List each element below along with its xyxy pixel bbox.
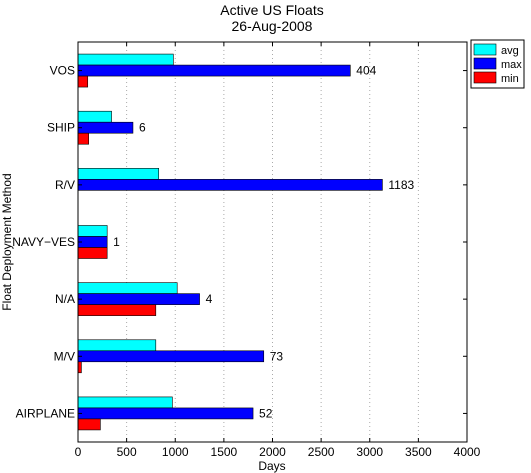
y-tick-label: N/A (55, 292, 75, 306)
legend-swatch-min (473, 71, 497, 84)
legend-swatch-avg (473, 43, 497, 56)
gridlines (126, 42, 419, 442)
bar-annotation: 4 (206, 292, 213, 306)
bar-min (77, 361, 82, 374)
bar-max (77, 293, 200, 305)
bar-annotation: 6 (139, 121, 146, 135)
bar-annotation: 73 (270, 349, 284, 363)
bar-min (77, 418, 101, 431)
legend-label-min: min (501, 73, 519, 85)
x-tick-label: 3500 (405, 445, 432, 459)
bar-avg (77, 110, 112, 123)
x-tick-label: 4000 (454, 445, 481, 459)
y-tick-label: AIRPLANE (16, 406, 75, 420)
legend: avg max min (470, 39, 525, 89)
bar-min (77, 75, 89, 88)
x-axis-ticks: 0 500 1000 1500 2000 2500 3000 3500 4000 (75, 42, 481, 459)
chart-title: Active US Floats 26-Aug-2008 (220, 2, 323, 34)
chart-title-line-2: 26-Aug-2008 (232, 18, 313, 34)
chart-title-line-1: Active US Floats (220, 2, 323, 18)
bar-annotation: 404 (356, 64, 376, 78)
bar-max (77, 407, 254, 420)
bar-max (77, 64, 351, 77)
legend-swatch-max (473, 57, 497, 70)
x-tick-label: 3000 (356, 445, 383, 459)
x-tick-label: 1000 (162, 445, 189, 459)
bar-max (77, 179, 383, 191)
bar-annotation: 1 (113, 235, 120, 249)
x-tick-label: 1500 (211, 445, 238, 459)
bar-annotations: 404 6 1183 1 4 73 52 (113, 64, 414, 421)
y-tick-label: NAVY−VES (12, 235, 75, 249)
bar-annotation: 52 (259, 406, 273, 420)
bar-avg (77, 339, 157, 352)
bar-avg (77, 168, 160, 180)
bar-max (77, 350, 265, 363)
y-tick-label: SHIP (47, 121, 75, 135)
legend-label-avg: avg (501, 45, 519, 57)
y-axis-label: Float Deployment Method (0, 173, 14, 310)
x-tick-label: 500 (117, 445, 137, 459)
y-tick-label: M/V (54, 349, 75, 363)
bar-avg (77, 396, 173, 409)
y-axis-ticks: VOS SHIP R/V NAVY−VES N/A M/V AIRPLANE (12, 64, 467, 420)
bar-annotation: 1183 (388, 178, 414, 192)
bar-min (77, 132, 89, 145)
bar-max (77, 121, 134, 134)
y-tick-label: R/V (55, 178, 75, 192)
x-tick-label: 2500 (308, 445, 335, 459)
bar-min (77, 247, 108, 259)
bar-avg (77, 225, 108, 237)
bar-min (77, 304, 157, 316)
x-tick-label: 2000 (259, 445, 286, 459)
legend-label-max: max (501, 59, 522, 71)
bar-max (77, 236, 108, 248)
x-tick-label: 0 (75, 445, 82, 459)
x-axis-label: Days (258, 459, 285, 473)
bars (77, 53, 383, 431)
bar-avg (77, 53, 174, 66)
bar-avg (77, 282, 178, 294)
y-tick-label: VOS (50, 64, 75, 78)
